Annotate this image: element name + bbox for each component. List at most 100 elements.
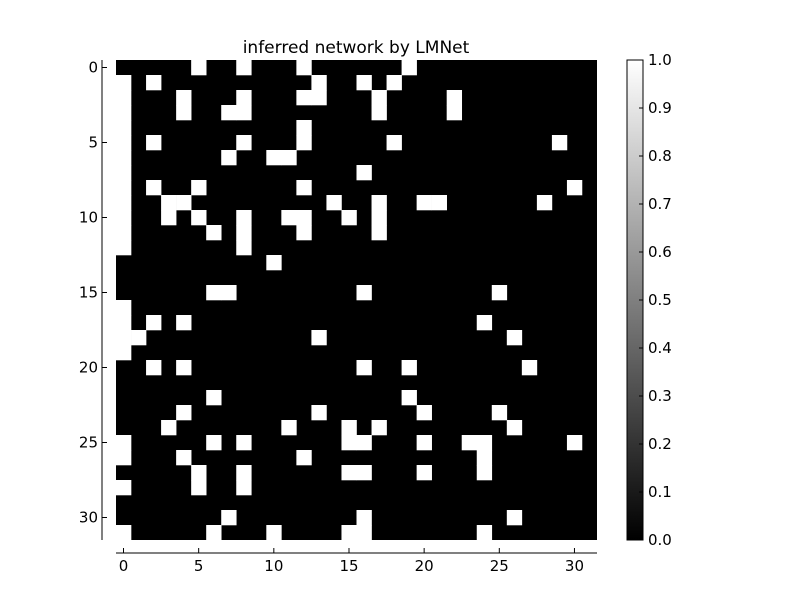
colorbar-tick-label: 0.8 <box>648 147 672 165</box>
heatmap-cell <box>551 135 568 151</box>
colorbar: 0.0 0.1 0.2 0.3 0.4 0.5 0.6 0.7 0.8 0.9 1.0 <box>626 51 672 549</box>
heatmap-cell <box>401 60 417 76</box>
heatmap-cell <box>356 435 372 451</box>
heatmap-cell <box>356 360 372 376</box>
plot-area <box>116 60 597 541</box>
heatmap-cell <box>296 60 312 76</box>
heatmap-cell <box>116 210 132 226</box>
heatmap-cell <box>401 390 417 406</box>
heatmap-cell <box>281 210 297 226</box>
heatmap-cell <box>476 315 493 331</box>
colorbar-tick-label: 0.3 <box>648 387 672 405</box>
heatmap-cell <box>341 435 357 451</box>
heatmap-cell <box>281 420 297 436</box>
heatmap-cell <box>116 195 132 211</box>
x-tick-label: 5 <box>194 557 204 575</box>
heatmap-cell <box>116 330 132 346</box>
heatmap-cell <box>476 525 493 541</box>
heatmap-cell <box>476 465 493 481</box>
heatmap-cell <box>236 240 252 256</box>
heatmap-cell <box>176 450 192 466</box>
heatmap-cell <box>296 90 312 106</box>
y-tick-label: 10 <box>79 209 98 227</box>
heatmap-cell <box>371 225 387 241</box>
heatmap-cell <box>236 225 252 241</box>
y-tick-label: 30 <box>79 509 98 527</box>
heatmap-cell <box>116 90 132 106</box>
heatmap-cell <box>161 195 177 211</box>
heatmap-cell <box>491 405 508 421</box>
heatmap-cell <box>116 165 132 181</box>
heatmap-cell <box>116 150 132 166</box>
heatmap-cell <box>356 285 372 301</box>
heatmap-cell <box>116 315 132 331</box>
heatmap-cell <box>401 360 417 376</box>
heatmap-cell <box>446 90 463 106</box>
heatmap-cell <box>371 90 387 106</box>
heatmap-cell <box>566 435 583 451</box>
heatmap-cell <box>371 210 387 226</box>
x-tick-label: 15 <box>339 557 358 575</box>
heatmap-cell <box>236 465 252 481</box>
heatmap-cell <box>491 285 508 301</box>
heatmap-cell <box>356 525 372 541</box>
heatmap-cell <box>116 120 132 136</box>
heatmap-cell <box>521 360 538 376</box>
heatmap-cell <box>296 225 312 241</box>
heatmap-cell <box>461 435 478 451</box>
heatmap-cell <box>311 330 327 346</box>
x-tick-label: 20 <box>415 557 434 575</box>
heatmap-cell <box>116 525 132 541</box>
heatmap-cell <box>236 135 252 151</box>
heatmap-cell <box>191 60 207 76</box>
heatmap-cell <box>386 135 402 151</box>
heatmap-cell <box>206 525 222 541</box>
heatmap-cell <box>146 360 162 376</box>
y-tick-label: 0 <box>88 59 98 77</box>
heatmap-cell <box>566 180 583 196</box>
heatmap-cell <box>341 525 357 541</box>
heatmap-cell <box>116 450 132 466</box>
heatmap-cell <box>341 420 357 436</box>
heatmap-cell <box>416 405 432 421</box>
heatmap-cell <box>416 435 432 451</box>
heatmap-cell <box>416 465 432 481</box>
y-tick-label: 25 <box>79 434 98 452</box>
heatmap-cell <box>191 210 207 226</box>
heatmap-cell <box>191 180 207 196</box>
colorbar-tick-label: 0.2 <box>648 435 672 453</box>
x-tick-label: 0 <box>119 557 129 575</box>
heatmap-cell <box>356 465 372 481</box>
heatmap-cell <box>116 180 132 196</box>
heatmap-cell <box>191 465 207 481</box>
heatmap-cell <box>296 120 312 136</box>
y-tick-label: 20 <box>79 359 98 377</box>
heatmap-cell <box>116 225 132 241</box>
heatmap-cell <box>191 480 207 496</box>
heatmap-cell <box>341 210 357 226</box>
heatmap-cell <box>296 450 312 466</box>
heatmap-cell <box>176 195 192 211</box>
heatmap-cell <box>116 240 132 256</box>
heatmap-cell <box>146 315 162 331</box>
heatmap-cell <box>296 135 312 151</box>
heatmap-cell <box>116 435 132 451</box>
x-tick-label: 10 <box>264 557 283 575</box>
heatmap-cell <box>146 75 162 91</box>
x-tick-label: 25 <box>490 557 509 575</box>
heatmap-cell <box>116 135 132 151</box>
heatmap-cell <box>236 480 252 496</box>
heatmap-cell <box>446 105 463 121</box>
heatmap-cell <box>116 75 132 91</box>
heatmap-cell <box>176 315 192 331</box>
heatmap-cell <box>206 285 222 301</box>
colorbar-tick-label: 0.0 <box>648 531 672 549</box>
colorbar-tick-label: 0.9 <box>648 99 672 117</box>
y-tick-label: 15 <box>79 284 98 302</box>
heatmap-cell <box>296 210 312 226</box>
heatmap-cell <box>146 135 162 151</box>
colorbar-tick-label: 0.5 <box>648 291 672 309</box>
heatmap-cell <box>176 90 192 106</box>
heatmap-cell <box>311 75 327 91</box>
